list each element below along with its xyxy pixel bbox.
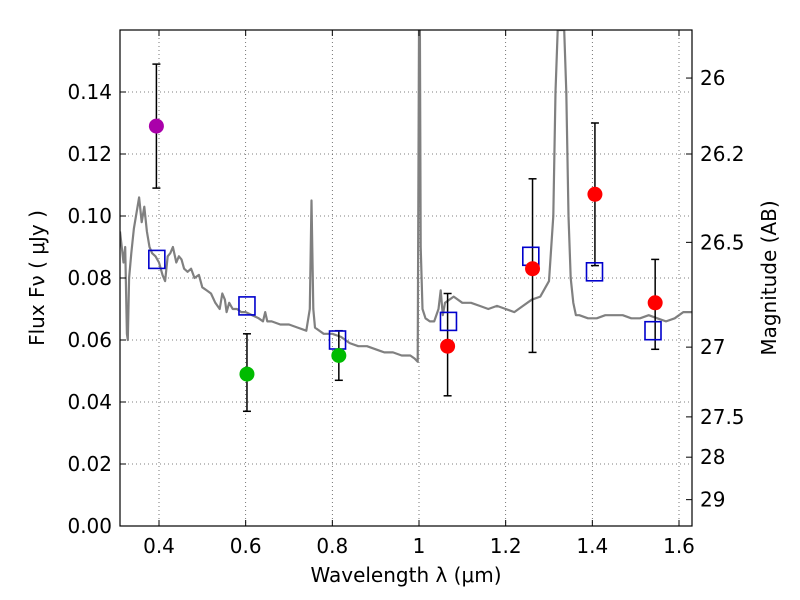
y2-tick-label: 26.2 [700, 142, 745, 166]
x-tick-label: 0.8 [316, 534, 348, 558]
model-photometry-square [439, 311, 458, 332]
y-axis-ticks: 0.00 0.02 0.04 0.06 0.08 0.10 0.12 0.14 [67, 80, 126, 538]
y2-tick-label: 29 [700, 488, 725, 512]
x-tick-label: 0.6 [230, 534, 262, 558]
observed-flux-point [440, 338, 456, 354]
y2-tick-label: 26.5 [700, 230, 745, 254]
y-axis-label: Flux Fν ( μJy ) [25, 210, 49, 346]
model-photometry-square [148, 249, 166, 270]
y2-axis-label: Magnitude (AB) [757, 200, 781, 355]
model-photometry-square [585, 261, 604, 282]
y2-tick-label: 26 [700, 66, 725, 90]
x-tick-label: 1.4 [576, 534, 608, 558]
observed-flux-point [148, 118, 164, 134]
y-tick-label: 0.00 [67, 514, 112, 538]
y-tick-label: 0.04 [67, 390, 112, 414]
y2-tick-label: 28 [700, 445, 725, 469]
x-axis-ticks: 0.4 0.6 0.8 1 1.2 1.4 1.6 [143, 30, 695, 558]
x-tick-label: 1.6 [663, 534, 695, 558]
x-tick-label: 1 [413, 534, 426, 558]
y-tick-label: 0.12 [67, 142, 112, 166]
observed-flux-point [587, 186, 603, 202]
observed-flux-point [525, 261, 541, 277]
y-tick-label: 0.10 [67, 204, 112, 228]
y2-tick-label: 27.5 [700, 405, 745, 429]
model-photometry-square [238, 296, 256, 316]
observed-flux-point [647, 295, 663, 311]
x-tick-label: 0.4 [143, 534, 175, 558]
y-tick-label: 0.14 [67, 80, 112, 104]
observed-flux-point [331, 348, 347, 363]
x-axis-label: Wavelength λ (μm) [310, 563, 501, 587]
y2-tick-label: 27 [700, 335, 725, 359]
y-tick-label: 0.06 [67, 328, 112, 352]
observed-flux-point [239, 366, 255, 382]
y-tick-label: 0.02 [67, 452, 112, 476]
observed-flux-layer [148, 118, 663, 382]
model-photometry-square [644, 320, 662, 341]
y2-axis-ticks: 26 26.2 26.5 27 27.5 28 29 [686, 66, 745, 512]
x-tick-label: 1.2 [490, 534, 522, 558]
y-tick-label: 0.08 [67, 266, 112, 290]
plot-background [120, 30, 692, 526]
